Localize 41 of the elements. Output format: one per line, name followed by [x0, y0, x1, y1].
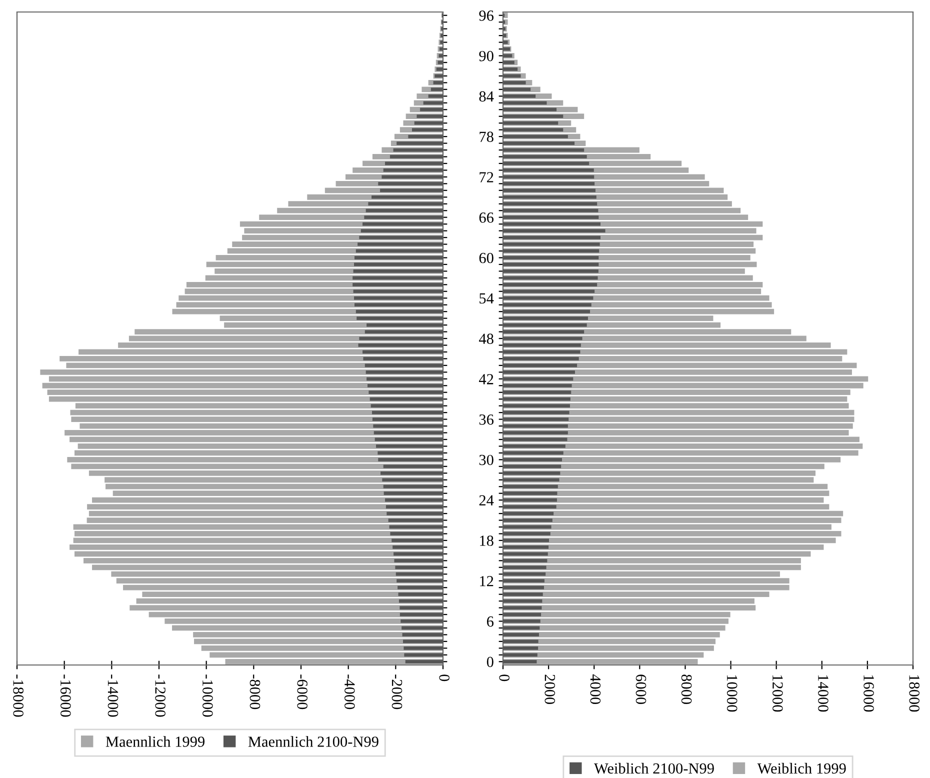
x-tick-label: -6000	[297, 674, 308, 710]
y-tick-label: 54	[480, 293, 494, 304]
y-tick-label: 36	[479, 414, 494, 425]
y-tick-label: 12	[480, 576, 494, 586]
x-tick-label: -2000	[392, 674, 402, 710]
y-tick-label: 84	[479, 91, 494, 102]
legend-label: Weiblich 1999	[757, 762, 846, 774]
x-tick-label: -12000	[155, 674, 166, 717]
x-tick-label: -18000	[13, 674, 24, 717]
x-tick-label: 0	[499, 674, 510, 682]
y-tick-label: 96	[479, 10, 494, 21]
x-tick-label: -10000	[202, 674, 213, 717]
y-tick-label: 6	[486, 616, 494, 627]
legend-label: Maennlich 2100-N99	[248, 736, 378, 747]
x-tick-label: 12000	[772, 675, 783, 712]
legend-label: Weiblich 2100-N99	[594, 762, 714, 774]
x-tick-label: -16000	[60, 674, 71, 717]
x-tick-label: -8000	[250, 674, 260, 710]
x-tick-label: 6000	[636, 674, 646, 704]
x-tick-label: 4000	[590, 674, 601, 704]
y-tick-label: 48	[478, 334, 494, 344]
y-tick-label: 78	[480, 132, 494, 142]
y-tick-label: 0	[486, 656, 494, 668]
legend-label: Maennlich 1999	[106, 736, 205, 747]
y-tick-label: 18	[480, 536, 494, 546]
y-tick-label: 66	[479, 212, 494, 223]
y-tick-label: 72	[480, 172, 494, 182]
x-tick-label: 0	[439, 674, 450, 682]
y-tick-label: 30	[479, 454, 494, 466]
x-tick-label: 2000	[544, 674, 556, 704]
x-tick-label: 8000	[681, 674, 692, 704]
x-tick-label: -14000	[108, 674, 118, 717]
y-tick-label: 90	[479, 50, 494, 62]
x-tick-label: -4000	[344, 674, 355, 710]
x-tick-label: 18000	[909, 675, 920, 712]
y-tick-label: 24	[479, 495, 494, 506]
y-tick-label: 60	[479, 252, 494, 264]
y-tick-label: 42	[478, 374, 494, 384]
x-tick-label: 16000	[864, 675, 874, 712]
x-tick-label: 14000	[818, 675, 828, 712]
x-tick-label: 10000	[726, 675, 738, 712]
